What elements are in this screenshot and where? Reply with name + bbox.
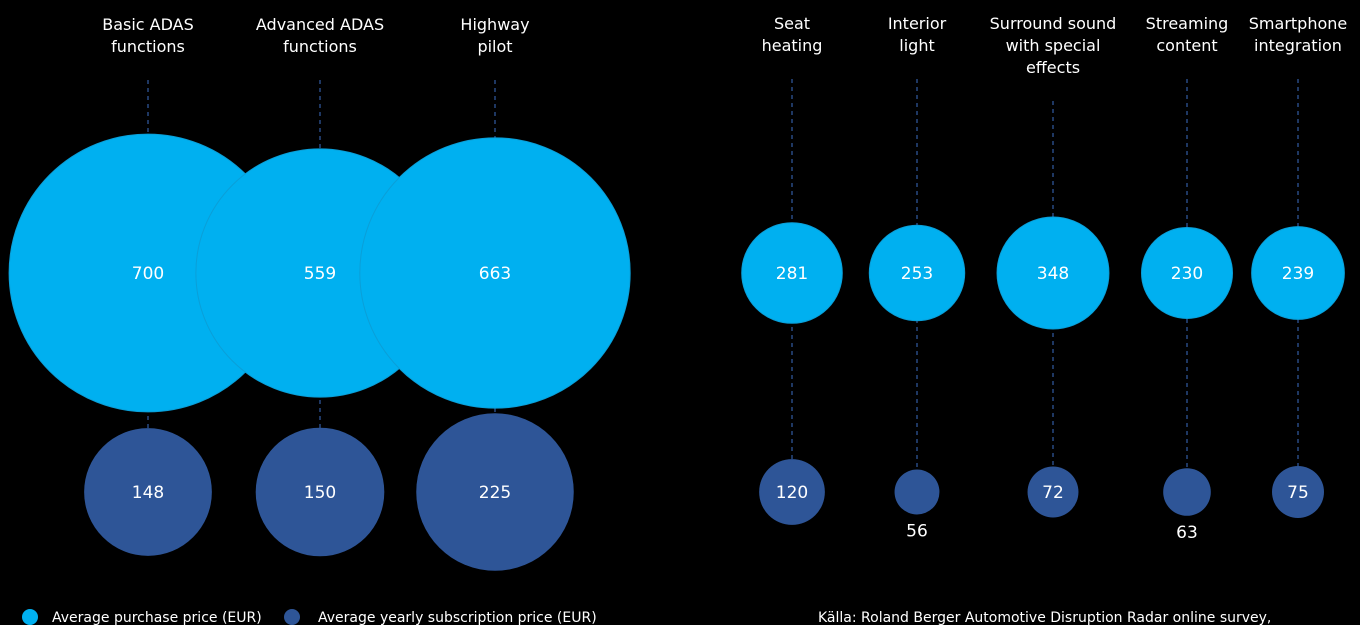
category-label: Smartphone integration xyxy=(1249,14,1347,55)
category-label: Interior light xyxy=(888,14,947,55)
purchase-bubble xyxy=(996,216,1110,330)
purchase-value-label: 239 xyxy=(1282,264,1314,284)
source-note: Källa: Roland Berger Automotive Disrupti… xyxy=(818,610,1271,625)
subscription-bubble xyxy=(255,427,385,557)
category-label-line: pilot xyxy=(477,37,512,56)
category-label: Streaming content xyxy=(1146,14,1229,55)
category-label-line: Smartphone xyxy=(1249,14,1347,33)
purchase-value-label: 253 xyxy=(901,264,933,284)
category-label: Highway pilot xyxy=(460,15,529,56)
purchase-value-label: 230 xyxy=(1171,264,1203,284)
subscription-value-label: 63 xyxy=(1176,523,1198,543)
bubble-group-1: Basic ADAS functions 700 148 Advanced ADAS fu… xyxy=(8,15,631,571)
legend-swatch-subscription xyxy=(284,609,300,625)
category-label-line: Basic ADAS xyxy=(102,15,194,34)
purchase-value-label: 700 xyxy=(132,264,164,284)
subscription-value-label: 56 xyxy=(906,521,928,541)
legend-swatch-purchase xyxy=(22,609,38,625)
purchase-bubble xyxy=(868,224,966,322)
subscription-bubble xyxy=(894,469,940,515)
category-label-line: effects xyxy=(1026,58,1080,77)
subscription-bubble xyxy=(84,428,212,556)
subscription-bubble xyxy=(416,413,574,571)
category-label-line: Interior xyxy=(888,14,947,33)
subscription-value-label: 120 xyxy=(776,483,808,503)
purchase-bubble xyxy=(741,222,843,324)
subscription-bubble xyxy=(1272,466,1324,518)
subscription-value-label: 225 xyxy=(479,483,511,503)
purchase-value-label: 348 xyxy=(1037,264,1069,284)
bubble-group-2: Seat heating 281 120 Interior light 253 56 Surro… xyxy=(741,14,1347,543)
subscription-bubble xyxy=(1163,468,1211,516)
category-label-line: functions xyxy=(111,37,185,56)
subscription-value-label: 72 xyxy=(1042,483,1064,503)
category-label: Surround sound with special effects xyxy=(990,14,1117,77)
purchase-bubble xyxy=(1251,226,1345,320)
category-label-line: Advanced ADAS xyxy=(256,15,384,34)
category-label-line: Streaming xyxy=(1146,14,1229,33)
category-label-line: light xyxy=(899,36,934,55)
legend-label-purchase: Average purchase price (EUR) xyxy=(52,610,262,625)
subscription-value-label: 148 xyxy=(132,483,164,503)
category-label: Advanced ADAS functions xyxy=(256,15,384,56)
category-label-line: content xyxy=(1156,36,1217,55)
purchase-value-label: 559 xyxy=(304,264,336,284)
category-label-line: heating xyxy=(762,36,823,55)
subscription-value-label: 75 xyxy=(1287,483,1309,503)
category-label-line: Seat xyxy=(774,14,810,33)
subscription-bubble xyxy=(759,459,825,525)
legend-label-subscription: Average yearly subscription price (EUR) xyxy=(318,610,597,625)
purchase-value-label: 281 xyxy=(776,264,808,284)
category-label-line: Highway xyxy=(460,15,529,34)
category-label-line: with special xyxy=(1006,36,1101,55)
legend: Average purchase price (EUR) Average yea… xyxy=(22,609,597,625)
subscription-bubble xyxy=(1027,466,1079,518)
bubble-groups: Basic ADAS functions 700 148 Advanced ADAS fu… xyxy=(8,14,1347,571)
purchase-bubble xyxy=(1141,227,1233,319)
category-label: Seat heating xyxy=(762,14,823,55)
category-label: Basic ADAS functions xyxy=(102,15,194,56)
category-label-line: functions xyxy=(283,37,357,56)
category-label-line: integration xyxy=(1254,36,1342,55)
subscription-value-label: 150 xyxy=(304,483,336,503)
purchase-value-label: 663 xyxy=(479,264,511,284)
purchase-bubble xyxy=(359,137,631,409)
category-label-line: Surround sound xyxy=(990,14,1117,33)
